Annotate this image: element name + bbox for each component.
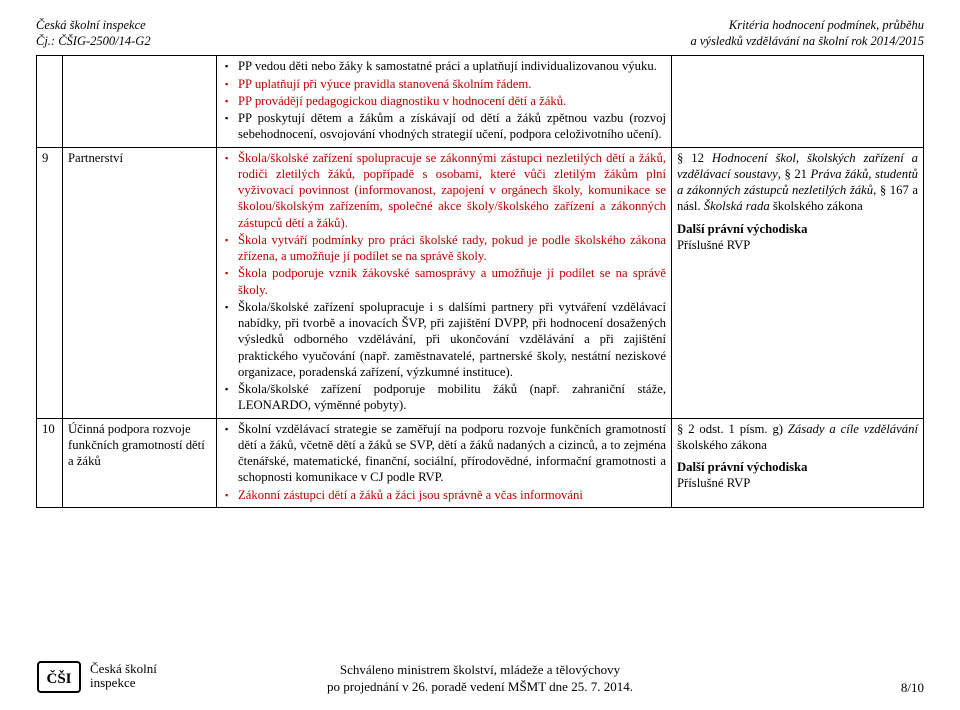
table-row: 10 Účinná podpora rozvoje funkčních gram… [37, 418, 924, 507]
list-item: Škola vytváří podmínky pro práci školské… [222, 232, 666, 265]
list-item: Škola/školské zařízení spolupracuje i s … [222, 299, 666, 380]
bullet-list: PP vedou děti nebo žáky k samostatné prá… [222, 58, 666, 142]
header-title-1: Kritéria hodnocení podmínek, průběhu [690, 18, 924, 34]
header-title-2: a výsledků vzdělávání na školní rok 2014… [690, 34, 924, 50]
cell-num [37, 56, 63, 147]
ref-text: školského zákona [770, 199, 863, 213]
cell-ref: § 2 odst. 1 písm. g) Zásady a cíle vzděl… [672, 418, 924, 507]
bullet-list: Školní vzdělávací strategie se zaměřují … [222, 421, 666, 503]
ref-subhead-text: Další právní východiska [677, 460, 807, 474]
cell-ref [672, 56, 924, 147]
header-left: Česká školní inspekce Čj.: ČŠIG-2500/14-… [36, 18, 151, 49]
page: Česká školní inspekce Čj.: ČŠIG-2500/14-… [0, 0, 960, 710]
header-ref: Čj.: ČŠIG-2500/14-G2 [36, 34, 151, 50]
criteria-table: PP vedou děti nebo žáky k samostatné prá… [36, 55, 924, 508]
table-row: PP vedou děti nebo žáky k samostatné prá… [37, 56, 924, 147]
list-item: Škola/školské zařízení spolupracuje se z… [222, 150, 666, 231]
footer-logo-line2: inspekce [90, 676, 157, 690]
footer-logo-text: Česká školní inspekce [90, 662, 157, 689]
cell-desc: PP vedou děti nebo žáky k samostatné prá… [217, 56, 672, 147]
ref-subhead-text: Další právní východiska [677, 222, 807, 236]
page-header: Česká školní inspekce Čj.: ČŠIG-2500/14-… [36, 18, 924, 49]
cell-title: Partnerství [63, 147, 217, 418]
page-footer: ČŠI Česká školní inspekce 8/10 [36, 656, 924, 696]
page-number: 8/10 [901, 680, 924, 696]
list-item: Zákonní zástupci dětí a žáků a žáci jsou… [222, 487, 666, 503]
header-org: Česká školní inspekce [36, 18, 151, 34]
ref-text: § 12 [677, 151, 712, 165]
legal-ref: § 12 Hodnocení škol, školských zařízení … [677, 150, 918, 215]
list-item: PP provádějí pedagogickou diagnostiku v … [222, 93, 666, 109]
list-item: PP poskytují dětem a žákům a získávají o… [222, 110, 666, 143]
footer-logo: ČŠI Česká školní inspekce [36, 656, 157, 696]
cell-ref: § 12 Hodnocení škol, školských zařízení … [672, 147, 924, 418]
csi-logo-icon: ČŠI [36, 656, 82, 696]
cell-desc: Škola/školské zařízení spolupracuje se z… [217, 147, 672, 418]
ref-subhead: Další právní východiska [677, 221, 918, 237]
ref-text: § 2 odst. 1 písm. g) [677, 422, 788, 436]
ref-text: Příslušné RVP [677, 237, 918, 253]
cell-title [63, 56, 217, 147]
ref-text: Příslušné RVP [677, 475, 918, 491]
cell-title: Účinná podpora rozvoje funkčních gramotn… [63, 418, 217, 507]
list-item: Škola podporuje vznik žákovské samospráv… [222, 265, 666, 298]
cell-num: 9 [37, 147, 63, 418]
list-item: Škola/školské zařízení podporuje mobilit… [222, 381, 666, 414]
ref-subhead: Další právní východiska [677, 459, 918, 475]
legal-ref: § 2 odst. 1 písm. g) Zásady a cíle vzděl… [677, 421, 918, 454]
cell-desc: Školní vzdělávací strategie se zaměřují … [217, 418, 672, 507]
ref-text: Zásady a cíle vzdělávání [788, 422, 918, 436]
list-item: Školní vzdělávací strategie se zaměřují … [222, 421, 666, 486]
header-right: Kritéria hodnocení podmínek, průběhu a v… [690, 18, 924, 49]
ref-text: Školská rada [704, 199, 770, 213]
cell-num: 10 [37, 418, 63, 507]
logo-abbr: ČŠI [46, 670, 71, 687]
footer-logo-line1: Česká školní [90, 662, 157, 676]
ref-text: školského zákona [677, 438, 767, 452]
list-item: PP uplatňují při výuce pravidla stanoven… [222, 76, 666, 92]
list-item: PP vedou děti nebo žáky k samostatné prá… [222, 58, 666, 74]
table-row: 9 Partnerství Škola/školské zařízení spo… [37, 147, 924, 418]
bullet-list: Škola/školské zařízení spolupracuje se z… [222, 150, 666, 414]
ref-text: , § 21 [778, 167, 811, 181]
